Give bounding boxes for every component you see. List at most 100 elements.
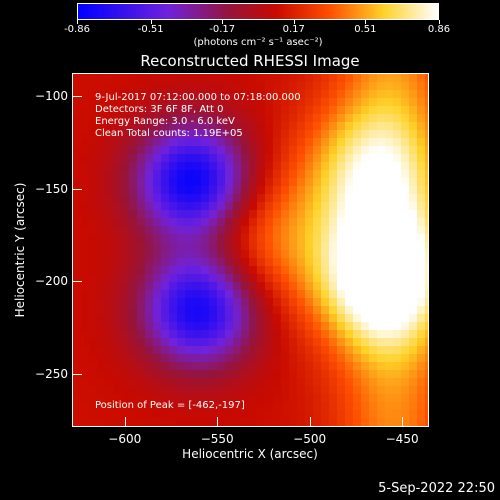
heatmap-cell <box>289 130 297 138</box>
heatmap-cell <box>313 394 321 402</box>
heatmap-cell <box>145 210 153 218</box>
heatmap-cell <box>409 106 417 114</box>
heatmap-cell <box>137 90 145 98</box>
heatmap-cell <box>121 202 129 210</box>
heatmap-cell <box>329 154 337 162</box>
heatmap-cell <box>345 290 353 298</box>
heatmap-cell <box>105 274 113 282</box>
heatmap-cell <box>233 354 241 362</box>
heatmap-cell <box>185 186 193 194</box>
heatmap-cell <box>369 210 377 218</box>
heatmap-cell <box>385 226 393 234</box>
heatmap-cell <box>417 74 425 82</box>
heatmap-cell <box>281 82 289 90</box>
heatmap-cell <box>137 202 145 210</box>
heatmap-cell <box>281 98 289 106</box>
heatmap-cell <box>329 218 337 226</box>
heatmap-cell <box>121 402 129 410</box>
heatmap-cell <box>377 378 385 386</box>
heatmap-cell <box>321 386 329 394</box>
colorbar-tick-mark <box>293 20 295 24</box>
heatmap-cell <box>265 410 273 418</box>
heatmap-cell <box>281 258 289 266</box>
heatmap-cell <box>233 178 241 186</box>
heatmap-cell <box>169 322 177 330</box>
heatmap-cell <box>129 290 137 298</box>
heatmap-cell <box>369 162 377 170</box>
heatmap-cell <box>377 242 385 250</box>
heatmap-cell <box>201 338 209 346</box>
heatmap-cell <box>137 242 145 250</box>
heatmap-cell <box>337 338 345 346</box>
heatmap-cell <box>409 234 417 242</box>
heatmap-cell <box>313 290 321 298</box>
heatmap-cell <box>81 226 89 234</box>
heatmap-cell <box>353 82 361 90</box>
heatmap-cell <box>161 402 169 410</box>
heatmap-cell <box>265 362 273 370</box>
heatmap-cell <box>297 162 305 170</box>
heatmap-cell <box>425 194 428 202</box>
heatmap-cell <box>161 178 169 186</box>
heatmap-cell <box>73 114 81 122</box>
heatmap-cell <box>329 146 337 154</box>
heatmap-cell <box>201 186 209 194</box>
heatmap-cell <box>113 162 121 170</box>
heatmap-cell <box>281 362 289 370</box>
heatmap-cell <box>225 298 233 306</box>
heatmap-cell <box>81 306 89 314</box>
heatmap-cell <box>313 330 321 338</box>
heatmap-cell <box>81 178 89 186</box>
heatmap-cell <box>353 210 361 218</box>
colorbar-tick-mark <box>150 20 152 24</box>
heatmap-cell <box>265 338 273 346</box>
heatmap-cell <box>297 234 305 242</box>
heatmap-cell <box>289 170 297 178</box>
heatmap-cell <box>321 290 329 298</box>
colorbar-tick-mark <box>222 20 224 24</box>
heatmap-cell <box>161 138 169 146</box>
heatmap-cell <box>361 226 369 234</box>
heatmap-cell <box>241 218 249 226</box>
heatmap-cell <box>121 82 129 90</box>
heatmap-cell <box>281 106 289 114</box>
heatmap-cell <box>153 322 161 330</box>
heatmap-cell <box>145 194 153 202</box>
heatmap-cell <box>241 130 249 138</box>
heatmap-cell <box>417 290 425 298</box>
heatmap-cell <box>137 394 145 402</box>
heatmap-cell <box>401 202 409 210</box>
heatmap-cell <box>241 378 249 386</box>
heatmap-cell <box>217 138 225 146</box>
heatmap-cell <box>169 106 177 114</box>
heatmap-cell <box>417 210 425 218</box>
heatmap-cell <box>169 330 177 338</box>
heatmap-cell <box>105 210 113 218</box>
heatmap-cell <box>249 282 257 290</box>
heatmap-cell <box>169 154 177 162</box>
heatmap-cell <box>241 146 249 154</box>
heatmap-cell <box>289 186 297 194</box>
heatmap-cell <box>233 258 241 266</box>
heatmap-cell <box>209 178 217 186</box>
heatmap-cell <box>217 122 225 130</box>
heatmap-cell <box>337 322 345 330</box>
heatmap-cell <box>289 322 297 330</box>
heatmap-cell <box>369 314 377 322</box>
heatmap-cell <box>305 170 313 178</box>
heatmap-cell <box>257 138 265 146</box>
heatmap-cell <box>401 274 409 282</box>
heatmap-cell <box>265 122 273 130</box>
heatmap-cell <box>313 410 321 418</box>
heatmap-cell <box>145 138 153 146</box>
heatmap-cell <box>193 218 201 226</box>
heatmap-cell <box>385 330 393 338</box>
heatmap-cell <box>209 258 217 266</box>
heatmap-cell <box>289 362 297 370</box>
heatmap-cell <box>129 298 137 306</box>
heatmap-cell <box>153 202 161 210</box>
heatmap-cell <box>201 194 209 202</box>
heatmap-cell <box>193 186 201 194</box>
heatmap-cell <box>337 386 345 394</box>
heatmap-cell <box>209 314 217 322</box>
